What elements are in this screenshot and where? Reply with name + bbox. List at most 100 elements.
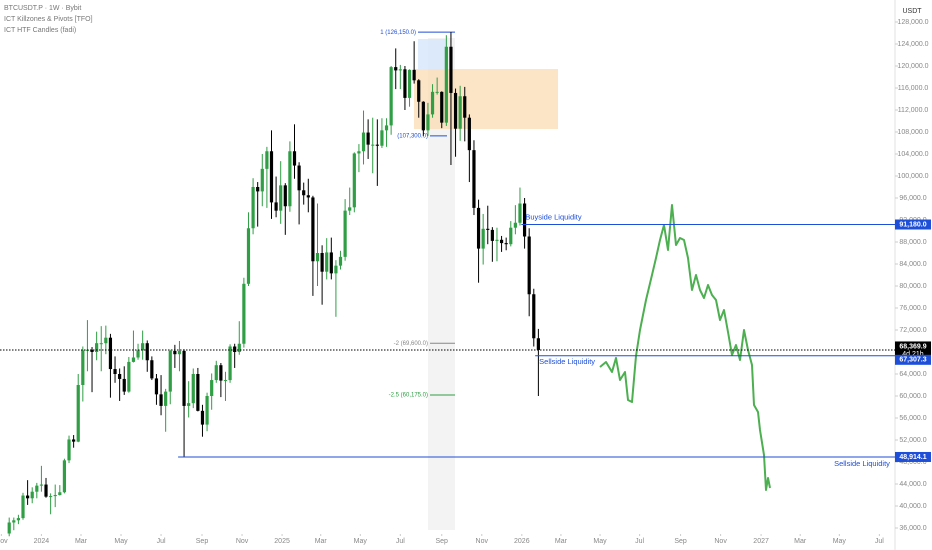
candle-body bbox=[67, 439, 71, 461]
candle-body bbox=[467, 117, 471, 151]
candle-body bbox=[21, 495, 25, 519]
last-price-tag-countdown: 4d 21h bbox=[902, 351, 924, 358]
candle-body bbox=[141, 343, 145, 351]
candle-body bbox=[490, 229, 494, 241]
x-tick-label: Mar bbox=[794, 538, 807, 545]
candle-body bbox=[118, 374, 122, 379]
candle-body bbox=[463, 96, 467, 118]
candle-body bbox=[366, 132, 370, 145]
y-tick-label: 120,000.0 bbox=[897, 63, 928, 70]
candle-body bbox=[145, 343, 149, 361]
candle-body bbox=[532, 294, 536, 339]
x-tick-label: Nov bbox=[0, 538, 8, 545]
y-tick-label: 88,000.0 bbox=[899, 239, 926, 246]
y-tick-label: 116,000.0 bbox=[898, 85, 929, 92]
x-tick-label: Jul bbox=[635, 538, 644, 545]
candle-body bbox=[325, 252, 329, 272]
candle-body bbox=[205, 396, 209, 425]
candle-body bbox=[104, 337, 108, 344]
candle-body bbox=[39, 484, 44, 486]
candle-body bbox=[499, 239, 504, 244]
candle-body bbox=[12, 520, 16, 523]
y-tick-label: 112,000.0 bbox=[898, 107, 929, 114]
x-tick-label: Jul bbox=[157, 538, 166, 545]
candle-body bbox=[251, 187, 255, 229]
y-tick-label: 80,000.0 bbox=[899, 283, 926, 290]
candle-body bbox=[223, 380, 228, 382]
y-tick-label: 84,000.0 bbox=[899, 261, 926, 268]
candle-body bbox=[329, 252, 333, 274]
x-tick-label: 2025 bbox=[274, 538, 290, 545]
candle-body bbox=[177, 350, 182, 355]
y-tick-label: 60,000.0 bbox=[899, 393, 926, 400]
candle-body bbox=[398, 69, 402, 71]
candle-body bbox=[403, 69, 407, 98]
x-tick-label: Sep bbox=[196, 538, 209, 545]
candle-body bbox=[159, 394, 163, 406]
y-tick-label: 104,000.0 bbox=[897, 151, 928, 158]
candle-body bbox=[453, 92, 458, 129]
candle-body bbox=[44, 484, 48, 497]
x-tick-label: Mar bbox=[555, 538, 568, 545]
candle-body bbox=[536, 338, 540, 350]
x-tick-label: 2026 bbox=[514, 538, 530, 545]
y-tick-label: 72,000.0 bbox=[899, 327, 926, 334]
candle-body bbox=[7, 522, 11, 534]
liquidity-label: Sellside Liquidity bbox=[539, 357, 595, 366]
candle-body bbox=[200, 410, 205, 425]
candle-body bbox=[214, 365, 218, 381]
x-tick-label: Nov bbox=[714, 538, 727, 545]
candle-body bbox=[237, 343, 241, 352]
candle-body bbox=[210, 380, 214, 396]
candle-body bbox=[458, 96, 462, 129]
fib-label: -2 (69,600.0) bbox=[394, 341, 428, 347]
y-tick-label: 128,000.0 bbox=[897, 19, 928, 26]
candle-body bbox=[297, 165, 301, 191]
last-price-tag: 68,369.9 bbox=[899, 343, 926, 350]
level-price-tag: 91,180.0 bbox=[899, 221, 926, 228]
x-tick-label: Mar bbox=[75, 538, 88, 545]
candle-body bbox=[435, 91, 439, 93]
candle-body bbox=[449, 46, 453, 93]
fib-label: -2.5 (60,175.0) bbox=[389, 393, 428, 399]
last-price-tag-bg bbox=[895, 341, 931, 359]
candle-body bbox=[288, 151, 292, 207]
candle-body bbox=[150, 360, 154, 379]
candle-body bbox=[394, 67, 398, 71]
candle-body bbox=[187, 403, 191, 406]
candle-body bbox=[389, 67, 393, 126]
candle-body bbox=[90, 349, 94, 352]
candle-body bbox=[164, 391, 168, 406]
candle-body bbox=[440, 91, 444, 123]
x-tick-label: Jul bbox=[396, 538, 405, 545]
level-price-tag-bg bbox=[895, 219, 931, 230]
candle-body bbox=[407, 69, 412, 98]
y-tick-label: 100,000.0 bbox=[897, 173, 928, 180]
fib-label: 1 (126,150.0) bbox=[380, 30, 416, 36]
candle-body bbox=[421, 101, 425, 131]
candle-body bbox=[113, 369, 117, 374]
y-tick-label: 96,000.0 bbox=[899, 195, 926, 202]
level-price-tag: 67,307.3 bbox=[899, 357, 926, 364]
x-tick-label: Sep bbox=[436, 538, 449, 545]
x-tick-label: Mar bbox=[315, 538, 328, 545]
candle-body bbox=[35, 485, 39, 492]
candle-body bbox=[338, 256, 343, 266]
level-price-tag-bg bbox=[895, 451, 931, 462]
candle-body bbox=[58, 492, 62, 495]
level-price-tag-bg bbox=[895, 354, 931, 365]
projection-path bbox=[599, 204, 771, 491]
candle-body bbox=[81, 350, 85, 385]
y-tick-label: 76,000.0 bbox=[899, 305, 926, 312]
x-tick-label: Nov bbox=[476, 538, 489, 545]
symbol-info: BTCUSDT.P · 1W · Bybit bbox=[4, 5, 81, 12]
candle-body bbox=[417, 80, 421, 102]
y-tick-label: 48,000.0 bbox=[899, 459, 926, 466]
candle-body bbox=[62, 460, 67, 493]
candle-body bbox=[371, 144, 375, 146]
candle-body bbox=[26, 495, 30, 499]
x-tick-label: May bbox=[833, 538, 847, 545]
candle-body bbox=[127, 361, 131, 392]
